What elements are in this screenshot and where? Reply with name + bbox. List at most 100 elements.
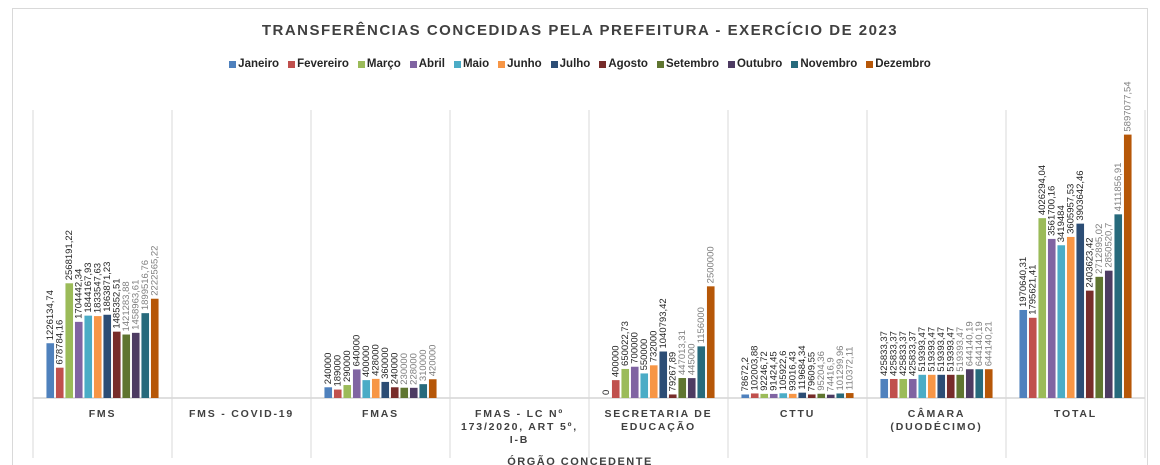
bar — [65, 283, 74, 398]
data-label: 428000 — [370, 344, 381, 376]
x-tick-label: TOTAL — [1053, 408, 1098, 420]
legend-label: Julho — [559, 58, 591, 70]
x-tick-label: FMS — [88, 408, 117, 420]
data-label: 644140,19 — [974, 321, 985, 366]
legend-item: Dezembro — [866, 58, 931, 70]
data-label: 420000 — [427, 345, 438, 377]
legend-item: Fevereiro — [288, 58, 349, 70]
x-tick-label: CTTU — [779, 408, 816, 420]
data-label: 1226134,74 — [45, 290, 56, 340]
bar — [927, 374, 936, 398]
bar — [1066, 236, 1075, 398]
data-label: 119684,34 — [797, 345, 808, 389]
bar — [965, 369, 974, 398]
x-axis-label: ÓRGÃO CONCEDENTE — [507, 456, 653, 465]
bar — [1076, 223, 1085, 398]
data-label: 519393,47 — [945, 327, 956, 372]
legend-swatch — [288, 60, 296, 68]
data-label: 1421283,88 — [121, 281, 132, 331]
legend-label: Agosto — [608, 58, 648, 70]
bar — [55, 367, 64, 398]
bar — [649, 365, 658, 398]
chart-title: TRANSFERÊNCIAS CONCEDIDAS PELA PREFEITUR… — [261, 22, 899, 39]
legend-item: Março — [357, 58, 401, 70]
legend-swatch — [550, 60, 558, 68]
legend-label: Dezembro — [875, 58, 931, 70]
bar — [630, 366, 639, 398]
bar — [324, 387, 333, 398]
data-label: 1863871,23 — [102, 262, 113, 312]
bar — [880, 378, 889, 398]
data-label: 2500000 — [705, 246, 716, 283]
data-label: 79609,55 — [806, 352, 817, 392]
data-label: 700000 — [629, 332, 640, 364]
data-label: 102003,88 — [749, 346, 760, 391]
data-label: 240000 — [389, 353, 400, 385]
bar — [984, 369, 993, 398]
data-label: 3605957,53 — [1065, 184, 1076, 234]
bar — [131, 332, 140, 398]
data-label: 732000 — [648, 331, 659, 363]
data-label: 400000 — [610, 345, 621, 377]
legend-item: Abril — [409, 58, 445, 70]
bar — [1123, 134, 1132, 398]
data-label: 1833547,63 — [92, 263, 103, 313]
legend-item: Maio — [453, 58, 489, 70]
bar — [899, 378, 908, 398]
legend-item: Novembro — [791, 58, 857, 70]
legend-label: Fevereiro — [297, 58, 349, 70]
legend-label: Março — [366, 58, 401, 70]
bar — [141, 313, 150, 398]
data-label: 78672,2 — [740, 357, 751, 391]
data-label: 1844167,93 — [83, 262, 94, 312]
data-label: 91424,45 — [768, 351, 779, 391]
bar — [150, 298, 159, 398]
bar — [122, 334, 131, 398]
bar — [668, 394, 677, 398]
data-label: 3419484 — [1056, 205, 1067, 242]
bar — [1047, 238, 1056, 398]
data-label: 445000 — [686, 343, 697, 375]
legend-swatch — [229, 60, 237, 68]
data-label: 644140,21 — [983, 321, 994, 366]
bar — [112, 331, 121, 398]
data-label: 519393,47 — [936, 327, 947, 372]
data-label: 425833,37 — [888, 331, 899, 376]
legend-swatch — [791, 60, 799, 68]
legend-label: Abril — [418, 58, 445, 70]
legend-swatch — [866, 60, 874, 68]
bar — [46, 343, 55, 398]
bar — [769, 393, 778, 398]
data-label: 425833,37 — [879, 331, 890, 376]
legend-item: Outubro — [727, 58, 783, 70]
bar — [84, 315, 93, 398]
bar — [1095, 276, 1104, 398]
data-label: 1704442,34 — [73, 269, 84, 319]
bar — [1019, 309, 1028, 398]
legend-swatch — [357, 60, 365, 68]
data-label: 79267,89 — [667, 352, 678, 392]
bar — [697, 346, 706, 398]
bar — [659, 351, 668, 398]
legend-item: Setembro — [656, 58, 719, 70]
legend-label: Outubro — [736, 58, 783, 70]
bar — [1028, 317, 1037, 398]
legend: Janeiro Fevereiro Março Abril Maio Junho Julho… — [0, 58, 1160, 70]
bar — [381, 381, 390, 398]
data-label: 2850520,7 — [1103, 223, 1114, 268]
legend-item: Agosto — [599, 58, 648, 70]
data-label: 2568191,22 — [64, 230, 75, 280]
bar — [1057, 245, 1066, 398]
bar — [419, 384, 428, 398]
chart-frame — [12, 8, 1148, 465]
data-label: 519393,47 — [926, 327, 937, 372]
data-label: 447013,31 — [677, 330, 688, 375]
data-label: 4111856,91 — [1113, 163, 1124, 212]
bar — [390, 387, 399, 398]
bar — [937, 374, 946, 398]
bar — [640, 373, 649, 398]
legend-label: Setembro — [665, 58, 719, 70]
data-label: 2222565,22 — [149, 246, 160, 296]
bar — [779, 393, 788, 398]
data-label: 644140,19 — [964, 321, 975, 366]
